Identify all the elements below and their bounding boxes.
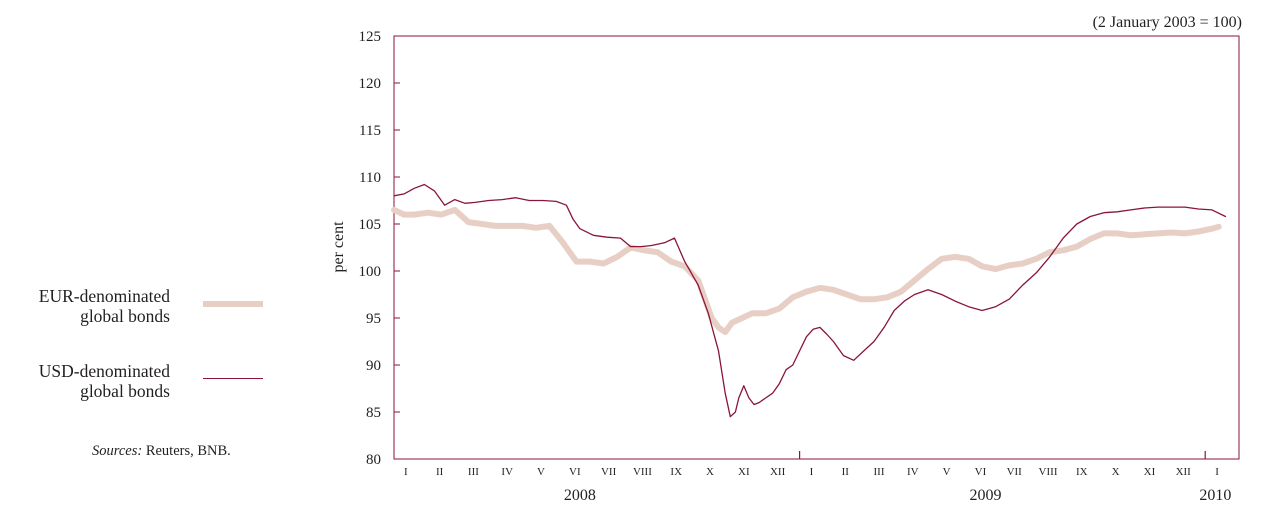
y-tick-label: 105 <box>359 217 382 233</box>
legend-label-eur-line1: EUR-denominated <box>38 286 170 306</box>
y-tick-label: 90 <box>366 358 381 374</box>
legend: EUR-denominated global bonds USD-denomin… <box>0 0 290 506</box>
x-tick-label: II <box>842 466 850 478</box>
legend-label-eur: EUR-denominated global bonds <box>39 286 170 326</box>
source-note: Sources: Reuters, BNB. <box>92 443 231 460</box>
y-tick-label: 120 <box>359 76 382 92</box>
y-tick-label: 110 <box>359 170 381 186</box>
legend-label-usd-line2: global bonds <box>80 381 170 401</box>
chart-series <box>391 183 1227 418</box>
y-axis-label: per cent <box>330 221 347 273</box>
x-tick-label: VII <box>601 466 617 478</box>
x-tick-label: VIII <box>633 466 652 478</box>
x-tick-label: VII <box>1007 466 1023 478</box>
x-tick-label: I <box>404 466 408 478</box>
x-tick-label: VI <box>975 466 987 478</box>
y-tick-label: 100 <box>359 264 382 280</box>
x-tick-label: IV <box>501 466 513 478</box>
year-label: 2008 <box>564 487 596 504</box>
legend-label-eur-line2: global bonds <box>80 306 170 326</box>
x-tick-label: IX <box>1076 466 1088 478</box>
x-tick-label: VIII <box>1039 466 1058 478</box>
y-tick-label: 115 <box>359 123 381 139</box>
x-tick-label: I <box>1215 466 1219 478</box>
x-tick-label: XI <box>738 466 750 478</box>
source-label: Sources: <box>92 443 143 459</box>
series-line-usd <box>393 183 1227 418</box>
legend-swatch-usd <box>203 378 263 380</box>
x-tick-label: IX <box>670 466 682 478</box>
x-tick-label: III <box>468 466 479 478</box>
x-tick-label: V <box>943 466 951 478</box>
legend-label-usd: USD-denominated global bonds <box>39 361 170 401</box>
legend-swatch-eur <box>203 301 263 307</box>
x-tick-label: XII <box>770 466 786 478</box>
x-tick-label: XII <box>1176 466 1192 478</box>
y-tick-label: 125 <box>359 29 382 45</box>
year-label: 2010 <box>1199 487 1231 504</box>
x-tick-label: X <box>706 466 714 478</box>
plot-frame <box>393 35 1240 460</box>
x-tick-label: III <box>874 466 885 478</box>
y-tick-label: 80 <box>366 452 381 468</box>
x-tick-label: X <box>1112 466 1120 478</box>
x-tick-label: VI <box>569 466 581 478</box>
x-tick-label: IV <box>907 466 919 478</box>
y-tick-label: 95 <box>366 311 381 327</box>
x-tick-label: V <box>537 466 545 478</box>
legend-label-usd-line1: USD-denominated <box>38 361 170 381</box>
y-tick-label: 85 <box>366 405 381 421</box>
series-line-eur <box>391 206 1222 336</box>
year-label: 2009 <box>970 487 1002 504</box>
x-tick-label: I <box>810 466 814 478</box>
chart-note: (2 January 2003 = 100) <box>1093 14 1242 31</box>
x-tick-label: II <box>436 466 444 478</box>
source-text: Reuters, BNB. <box>145 443 231 459</box>
x-tick-label: XI <box>1144 466 1156 478</box>
